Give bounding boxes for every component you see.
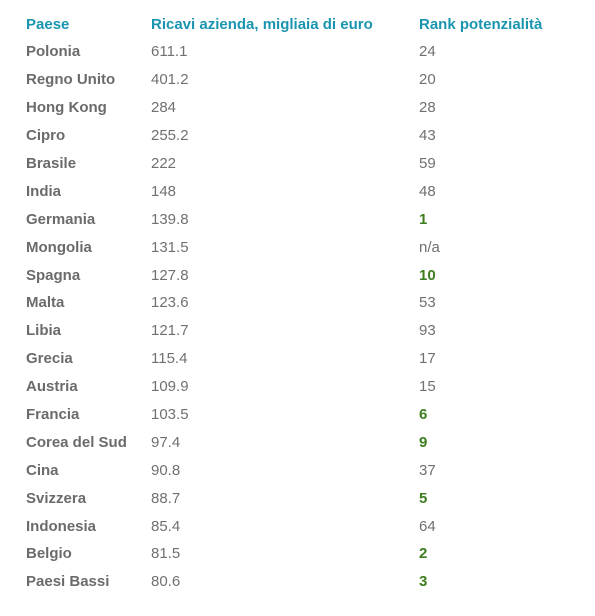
table-row: Cipro 255.2 43 <box>26 122 569 150</box>
table-row: Mongolia 131.5 n/a <box>26 233 569 261</box>
country-cell: Libia <box>26 322 62 340</box>
country-cell: Spagna <box>26 266 81 284</box>
rank-cell: 1 <box>419 210 428 228</box>
country-cell: Regno Unito <box>26 71 116 89</box>
rank-cell: n/a <box>419 238 440 256</box>
country-cell: Francia <box>26 406 80 424</box>
country-cell: Svizzera <box>26 489 87 507</box>
rank-cell: 3 <box>419 573 428 591</box>
rank-cell: 20 <box>419 71 436 89</box>
revenue-cell: 127.8 <box>151 266 189 284</box>
revenue-cell: 80.6 <box>151 573 181 591</box>
revenue-cell: 90.8 <box>151 461 181 479</box>
country-cell: Malta <box>26 294 65 312</box>
table-row: Germania 139.8 1 <box>26 205 569 233</box>
country-cell: Paesi Bassi <box>26 573 110 591</box>
header-country: Paese <box>26 15 70 33</box>
revenue-cell: 284 <box>151 99 177 117</box>
rank-cell: 17 <box>419 350 436 368</box>
rank-cell: 93 <box>419 322 436 340</box>
country-cell: Cipro <box>26 127 66 145</box>
rank-cell: 15 <box>419 378 436 396</box>
table-row: Corea del Sud 97.4 9 <box>26 428 569 456</box>
table-row: Regno Unito 401.2 20 <box>26 66 569 94</box>
revenue-cell: 148 <box>151 182 177 200</box>
revenue-cell: 103.5 <box>151 406 189 424</box>
rank-cell: 10 <box>419 266 436 284</box>
country-cell: India <box>26 182 62 200</box>
revenue-cell: 85.4 <box>151 517 181 535</box>
country-cell: Hong Kong <box>26 99 107 117</box>
table-row: Polonia 611.1 24 <box>26 38 569 66</box>
country-cell: Grecia <box>26 350 73 368</box>
revenue-cell: 109.9 <box>151 378 189 396</box>
revenue-cell: 139.8 <box>151 210 189 228</box>
rank-cell: 5 <box>419 489 428 507</box>
rank-cell: 2 <box>419 545 428 563</box>
table-row: Indonesia 85.4 64 <box>26 512 569 540</box>
revenue-cell: 255.2 <box>151 127 189 145</box>
table-row: Grecia 115.4 17 <box>26 345 569 373</box>
table-row: Austria 109.9 15 <box>26 373 569 401</box>
rank-cell: 37 <box>419 461 436 479</box>
rank-cell: 53 <box>419 294 436 312</box>
revenue-cell: 88.7 <box>151 489 181 507</box>
country-cell: Indonesia <box>26 517 97 535</box>
rank-cell: 9 <box>419 433 428 451</box>
table-row: Paesi Bassi 80.6 3 <box>26 568 569 596</box>
country-cell: Polonia <box>26 43 81 61</box>
table-row: India 148 48 <box>26 177 569 205</box>
table-row: Cina 90.8 37 <box>26 456 569 484</box>
country-revenue-table: Paese Ricavi azienda, migliaia di euro R… <box>26 10 569 596</box>
revenue-cell: 222 <box>151 155 177 172</box>
country-cell: Austria <box>26 378 78 396</box>
table-header-row: Paese Ricavi azienda, migliaia di euro R… <box>26 10 569 38</box>
table-row: Hong Kong 284 28 <box>26 94 569 122</box>
rank-cell: 28 <box>419 99 436 117</box>
rank-cell: 59 <box>419 155 436 172</box>
table-body: Polonia 611.1 24 Regno Unito 401.2 20 Hong Kon… <box>26 38 569 596</box>
table-row: Brasile 222 59 <box>26 150 569 178</box>
rank-cell: 64 <box>419 517 436 535</box>
revenue-cell: 611.1 <box>151 43 188 61</box>
header-revenue: Ricavi azienda, migliaia di euro <box>151 15 373 33</box>
rank-cell: 24 <box>419 43 436 61</box>
country-cell: Mongolia <box>26 238 92 256</box>
header-rank: Rank potenzialità <box>419 15 543 33</box>
table-row: Svizzera 88.7 5 <box>26 484 569 512</box>
country-cell: Belgio <box>26 545 72 563</box>
country-cell: Cina <box>26 461 59 479</box>
country-cell: Corea del Sud <box>26 433 127 451</box>
rank-cell: 43 <box>419 127 436 145</box>
revenue-cell: 115.4 <box>151 350 188 368</box>
country-cell: Germania <box>26 210 96 228</box>
revenue-cell: 97.4 <box>151 433 181 451</box>
country-cell: Brasile <box>26 155 77 172</box>
revenue-cell: 131.5 <box>151 238 189 256</box>
table-row: Malta 123.6 53 <box>26 289 569 317</box>
rank-cell: 6 <box>419 406 428 424</box>
revenue-cell: 81.5 <box>151 545 181 563</box>
revenue-cell: 121.7 <box>151 322 189 340</box>
table-row: Libia 121.7 93 <box>26 317 569 345</box>
table-row: Spagna 127.8 10 <box>26 261 569 289</box>
revenue-cell: 123.6 <box>151 294 189 312</box>
revenue-cell: 401.2 <box>151 71 189 89</box>
table-row: Belgio 81.5 2 <box>26 540 569 568</box>
table-row: Francia 103.5 6 <box>26 401 569 429</box>
rank-cell: 48 <box>419 182 436 200</box>
